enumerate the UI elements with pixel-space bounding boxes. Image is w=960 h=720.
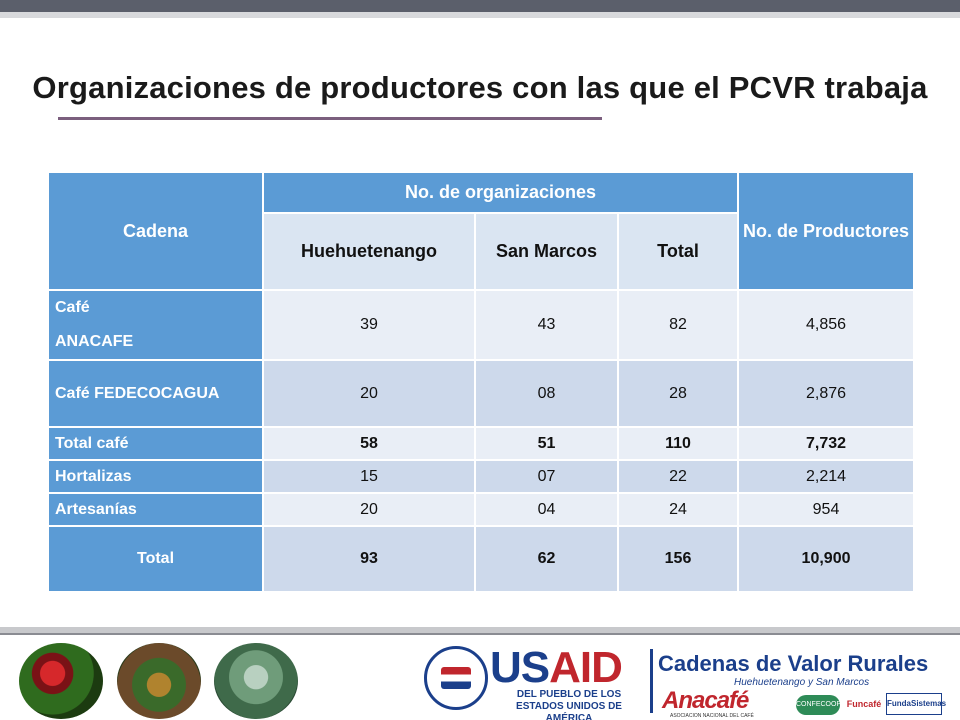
fundasistemas-logo: FundaSistemas — [886, 693, 946, 715]
table-row: Hortalizas 15 07 22 2,214 — [47, 459, 916, 494]
cell-huehuetenango: 15 — [262, 459, 476, 494]
cell-san-marcos: 04 — [474, 492, 619, 527]
vegetables-photo — [214, 643, 298, 719]
cell-productores: 4,856 — [737, 289, 916, 361]
usaid-logo-aid: AID — [549, 643, 623, 692]
usaid-tagline: DEL PUEBLO DE LOS ESTADOS UNIDOS DE AMÉR… — [516, 689, 622, 720]
cell-productores: 10,900 — [737, 525, 916, 593]
usaid-seal-icon — [424, 646, 488, 710]
footer-rule — [0, 627, 960, 633]
row-label: Hortalizas — [47, 459, 264, 494]
row-label: Café FEDECOCAGUA — [47, 359, 264, 428]
cell-total: 28 — [616, 359, 740, 428]
row-label: Total — [47, 525, 264, 593]
row-label: Café ANACAFE — [47, 289, 264, 361]
cell-productores: 2,876 — [737, 359, 916, 428]
table-row: Café FEDECOCAGUA 20 08 28 2,876 — [47, 359, 916, 428]
cell-total: 82 — [616, 289, 740, 361]
cell-huehuetenango: 58 — [262, 426, 476, 461]
logo-divider — [650, 649, 653, 713]
page-title: Organizaciones de productores con las qu… — [32, 70, 928, 105]
cell-huehuetenango: 93 — [262, 525, 476, 593]
header-huehuetenango: Huehuetenango — [262, 212, 476, 291]
table-row: Artesanías 20 04 24 954 — [47, 492, 916, 527]
confecoop-logo: CONFECOOP — [796, 695, 841, 715]
funcafe-logo: Funcafé — [846, 699, 882, 709]
header-total: Total — [616, 212, 740, 291]
usaid-logo: USAID — [490, 643, 623, 693]
cell-san-marcos: 07 — [474, 459, 619, 494]
cell-huehuetenango: 20 — [262, 492, 476, 527]
table-row: Total 93 62 156 10,900 — [47, 525, 916, 593]
cell-huehuetenango: 20 — [262, 359, 476, 428]
anacafe-logo: Anacafé — [662, 687, 749, 714]
cell-total: 22 — [616, 459, 740, 494]
cell-total: 24 — [616, 492, 740, 527]
weaving-photo — [117, 643, 201, 719]
cell-productores: 7,732 — [737, 426, 916, 461]
anacafe-tagline: ASOCIACION NACIONAL DEL CAFÉ — [670, 713, 754, 719]
top-band-accent — [0, 12, 960, 18]
sponsor-logos: USAID DEL PUEBLO DE LOS ESTADOS UNIDOS D… — [424, 643, 960, 720]
usaid-logo-us: US — [490, 643, 550, 692]
cell-productores: 2,214 — [737, 459, 916, 494]
row-label: Artesanías — [47, 492, 264, 527]
cell-san-marcos: 51 — [474, 426, 619, 461]
row-label-line2: ANACAFE — [55, 333, 134, 350]
header-productores: No. de Productores — [737, 171, 916, 291]
row-label-line1: Café — [55, 299, 90, 316]
coffee-cherries-photo — [19, 643, 103, 719]
program-region: Huehuetenango y San Marcos — [734, 677, 870, 688]
table-row: Café ANACAFE 39 43 82 4,856 — [47, 289, 916, 361]
footer-rule-dark — [0, 633, 960, 635]
cell-total: 110 — [616, 426, 740, 461]
row-label: Total café — [47, 426, 264, 461]
header-organizaciones: No. de organizaciones — [261, 171, 740, 214]
program-name: Cadenas de Valor Rurales — [658, 651, 929, 676]
title-underline — [58, 117, 602, 120]
header-san-marcos: San Marcos — [474, 212, 619, 291]
cell-productores: 954 — [737, 492, 916, 527]
cell-san-marcos: 62 — [474, 525, 619, 593]
producers-table: Cadena No. de organizaciones No. de Prod… — [47, 171, 916, 593]
cell-san-marcos: 08 — [474, 359, 619, 428]
cell-total: 156 — [616, 525, 740, 593]
header-cadena: Cadena — [47, 171, 264, 291]
cell-huehuetenango: 39 — [262, 289, 476, 361]
cell-san-marcos: 43 — [474, 289, 619, 361]
top-band — [0, 0, 960, 12]
table-row: Total café 58 51 110 7,732 — [47, 426, 916, 461]
